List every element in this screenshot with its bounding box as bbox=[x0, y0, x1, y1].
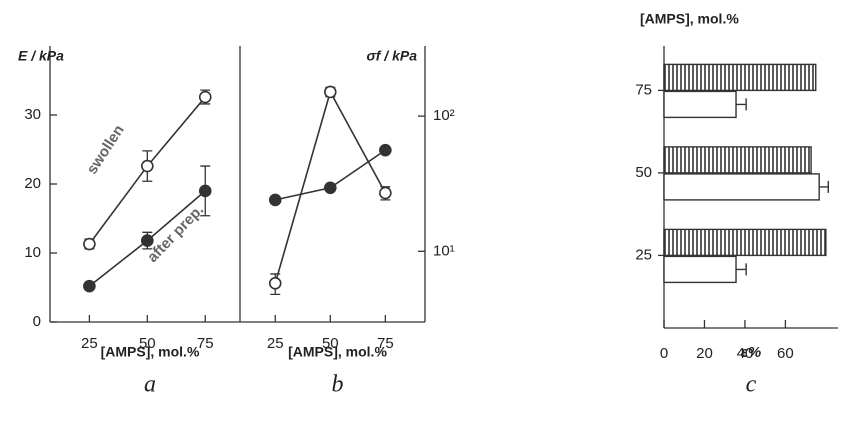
y-tick-label: 20 bbox=[24, 175, 41, 192]
x-tick-label: 75 bbox=[197, 335, 214, 352]
error-bar bbox=[736, 98, 747, 111]
x-axis-title: [AMPS], mol.% bbox=[101, 344, 200, 360]
marker bbox=[268, 276, 282, 290]
x-tick-label: 50 bbox=[322, 335, 339, 352]
x-tick-label: 60 bbox=[777, 345, 794, 362]
x-tick-label: 25 bbox=[81, 335, 98, 352]
marker bbox=[198, 90, 212, 104]
bar bbox=[663, 90, 737, 119]
x-tick-label: 50 bbox=[139, 335, 156, 352]
marker bbox=[83, 279, 96, 293]
bar bbox=[663, 228, 827, 257]
error-bar bbox=[819, 180, 829, 193]
panel-label: c bbox=[746, 372, 757, 398]
bar bbox=[663, 63, 817, 92]
series-label: after prep. bbox=[144, 201, 207, 266]
x-tick-label: 0 bbox=[660, 345, 668, 362]
bar bbox=[663, 173, 820, 201]
x-tick-label: 20 bbox=[696, 345, 713, 362]
y-tick-label: 0 bbox=[33, 313, 41, 330]
x-tick-label: 40 bbox=[737, 345, 754, 362]
x-axis-title: ε% bbox=[741, 344, 762, 361]
panel-label: a bbox=[144, 372, 156, 398]
y-axis-title: E / kPa bbox=[18, 48, 64, 64]
marker bbox=[141, 159, 154, 173]
bar bbox=[663, 255, 737, 284]
marker bbox=[141, 234, 154, 247]
x-tick-label: 75 bbox=[377, 335, 394, 352]
y-tick-label: 30 bbox=[24, 106, 41, 123]
x-tick-label: 25 bbox=[267, 335, 284, 352]
marker bbox=[83, 237, 96, 251]
y-tick-label: 75 bbox=[635, 81, 652, 98]
marker bbox=[323, 181, 337, 195]
y-tick-label: 10² bbox=[433, 107, 455, 124]
y-tick-label: 25 bbox=[635, 246, 652, 263]
y-axis-title: σf / kPa bbox=[366, 48, 417, 64]
x-axis-title: [AMPS], mol.% bbox=[288, 344, 387, 360]
bar bbox=[663, 146, 812, 174]
y-tick-label: 50 bbox=[635, 164, 652, 181]
series-label: swollen bbox=[83, 122, 127, 177]
y-axis-title: [AMPS], mol.% bbox=[640, 11, 739, 27]
y-tick-label: 10¹ bbox=[433, 242, 455, 259]
y-tick-label: 10 bbox=[24, 244, 41, 261]
marker bbox=[379, 143, 392, 157]
panel-label: b bbox=[332, 372, 344, 398]
marker bbox=[323, 85, 337, 99]
marker bbox=[268, 193, 282, 207]
marker bbox=[198, 184, 212, 198]
marker bbox=[379, 186, 392, 200]
error-bar bbox=[736, 263, 747, 276]
